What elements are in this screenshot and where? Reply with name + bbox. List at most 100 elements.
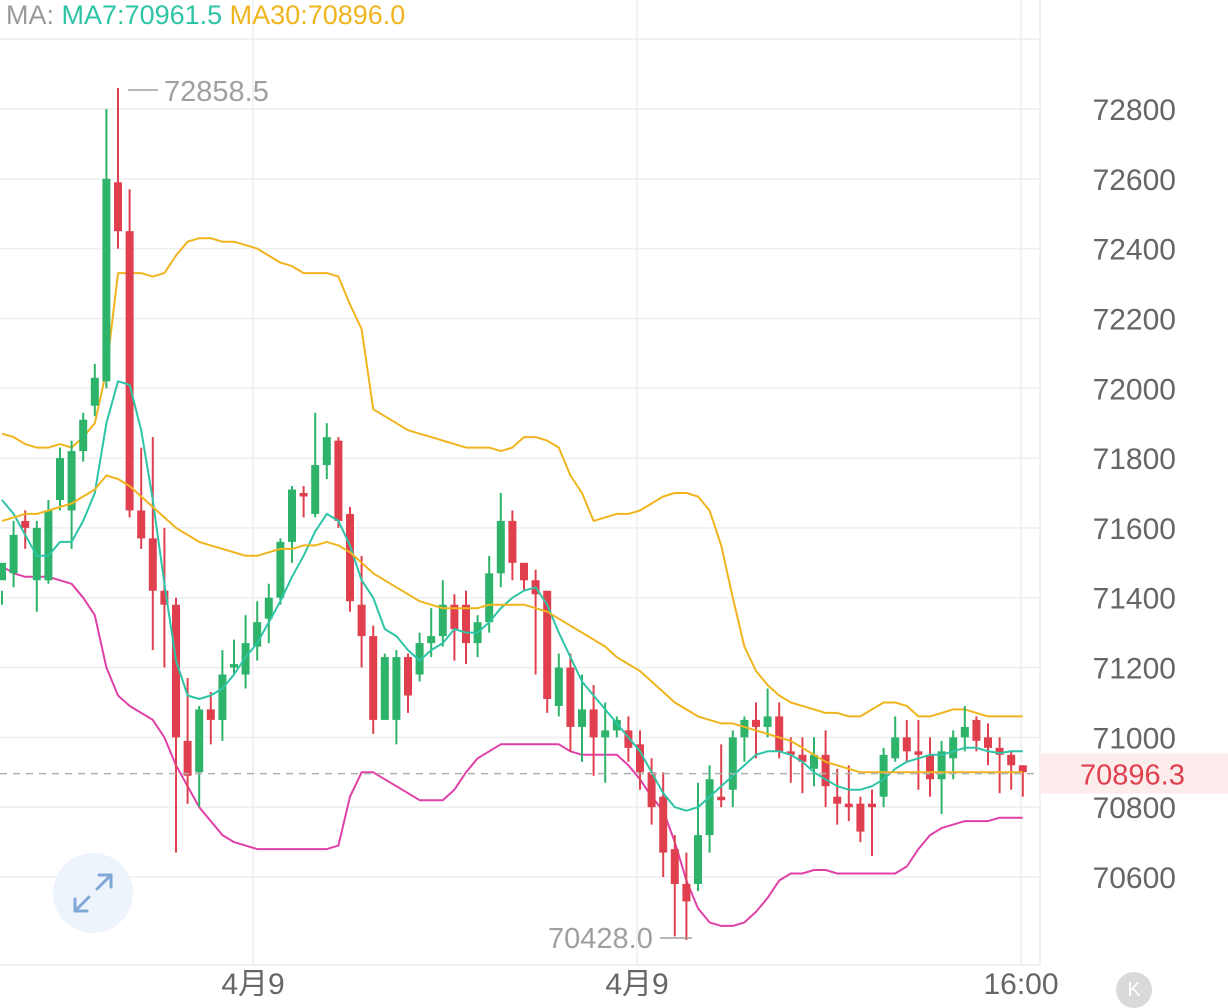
candlesticks xyxy=(0,88,1027,940)
candle-up xyxy=(578,709,586,727)
candle-down xyxy=(914,751,923,755)
candle-up xyxy=(438,604,447,637)
ma30-line xyxy=(1,474,1023,774)
candle-down xyxy=(926,754,934,780)
candle-up xyxy=(485,573,494,623)
candle-down xyxy=(183,740,192,776)
candle-down xyxy=(1018,765,1027,773)
y-tick-label: 72600 xyxy=(1093,164,1176,197)
candle-down xyxy=(334,440,343,521)
candle-up xyxy=(740,719,749,738)
y-tick-label: 72000 xyxy=(1093,373,1176,406)
candle-up xyxy=(380,657,389,720)
candle-down xyxy=(172,604,180,738)
candle-up xyxy=(0,562,6,581)
candle-down xyxy=(972,719,981,741)
candle-up xyxy=(937,751,946,780)
low-price-label: 70428.0 xyxy=(548,923,653,955)
candle-up xyxy=(311,465,320,514)
candle-up xyxy=(264,597,273,619)
y-tick-label: 72200 xyxy=(1093,303,1176,336)
ma30-value: MA30:70896.0 xyxy=(229,0,406,30)
candle-up xyxy=(195,709,204,773)
candle-down xyxy=(995,747,1004,755)
candle-up xyxy=(288,489,296,542)
candle-up xyxy=(427,636,436,644)
candle-up xyxy=(728,737,737,790)
candle-up xyxy=(810,754,818,769)
y-tick-label: 71800 xyxy=(1093,443,1176,476)
candle-down xyxy=(137,510,146,539)
candle-up xyxy=(612,719,621,731)
candle-down xyxy=(902,737,911,752)
candle-down xyxy=(624,730,633,748)
candle-down xyxy=(833,796,842,804)
candle-up xyxy=(601,730,610,738)
candle-down xyxy=(856,803,865,832)
candle-up xyxy=(879,754,888,797)
price-axis: 72800 72600 72400 72200 72000 71800 71600 71400… xyxy=(1093,94,1176,895)
candle-down xyxy=(798,754,807,762)
candle-down xyxy=(752,719,760,727)
candle-down xyxy=(775,716,784,752)
candle-down xyxy=(844,803,853,808)
candle-up xyxy=(44,510,53,581)
candle-up xyxy=(554,667,563,706)
candle-up xyxy=(230,664,238,668)
candle-down xyxy=(636,744,644,773)
expand-arrows-icon xyxy=(73,873,113,913)
y-tick-label: 72800 xyxy=(1093,94,1176,127)
candle-up xyxy=(763,716,772,727)
y-tick-label: 71400 xyxy=(1093,583,1176,616)
candle-down xyxy=(369,636,378,720)
candle-up xyxy=(90,377,99,406)
candle-down xyxy=(786,751,795,755)
candle-down xyxy=(299,493,308,497)
candle-down xyxy=(450,604,459,630)
candle-down xyxy=(659,796,668,853)
candle-down xyxy=(508,520,517,563)
candle-down xyxy=(404,657,412,696)
candle-down xyxy=(114,182,122,232)
candle-down xyxy=(206,709,215,720)
y-tick-label: 70800 xyxy=(1093,792,1176,825)
candle-down xyxy=(148,538,157,591)
candle-up xyxy=(949,737,958,759)
candle-down xyxy=(821,754,830,787)
candle-down xyxy=(647,772,656,808)
candle-down xyxy=(21,520,30,528)
gridlines xyxy=(0,0,1041,966)
candle-up xyxy=(79,419,88,452)
fullscreen-button[interactable] xyxy=(53,853,133,933)
y-tick-label: 71000 xyxy=(1093,722,1176,755)
candle-up xyxy=(694,835,702,884)
time-axis: 4月9 4月9 16:00 xyxy=(221,968,1058,996)
ma-legend: MA: MA7:70961.5 MA30:70896.0 xyxy=(6,0,405,30)
candle-down xyxy=(984,737,992,748)
k-badge-button[interactable]: K xyxy=(1116,972,1152,1008)
x-tick-label: 16:00 xyxy=(983,968,1058,996)
candle-down xyxy=(868,803,876,808)
candle-up xyxy=(276,541,285,598)
ma7-value: MA7:70961.5 xyxy=(61,0,223,30)
moving-average-lines xyxy=(1,380,1023,812)
candle-up xyxy=(218,674,227,720)
candle-up xyxy=(102,178,111,382)
candle-down xyxy=(160,590,169,605)
candle-up xyxy=(705,779,714,836)
candle-up xyxy=(56,458,64,500)
x-tick-label: 4月9 xyxy=(221,968,284,996)
candle-down xyxy=(346,513,354,602)
high-price-label: 72858.5 xyxy=(164,76,269,108)
y-tick-label: 71200 xyxy=(1093,653,1176,686)
x-tick-label: 4月9 xyxy=(605,968,668,996)
bollinger-bands xyxy=(1,237,1023,927)
candle-down xyxy=(543,590,552,699)
candle-up xyxy=(9,534,18,574)
current-price-label: 70896.3 xyxy=(1080,760,1185,792)
candle-down xyxy=(566,667,575,727)
ma7-line xyxy=(1,380,1023,812)
y-tick-label: 71600 xyxy=(1093,513,1176,546)
candle-up xyxy=(960,726,969,738)
